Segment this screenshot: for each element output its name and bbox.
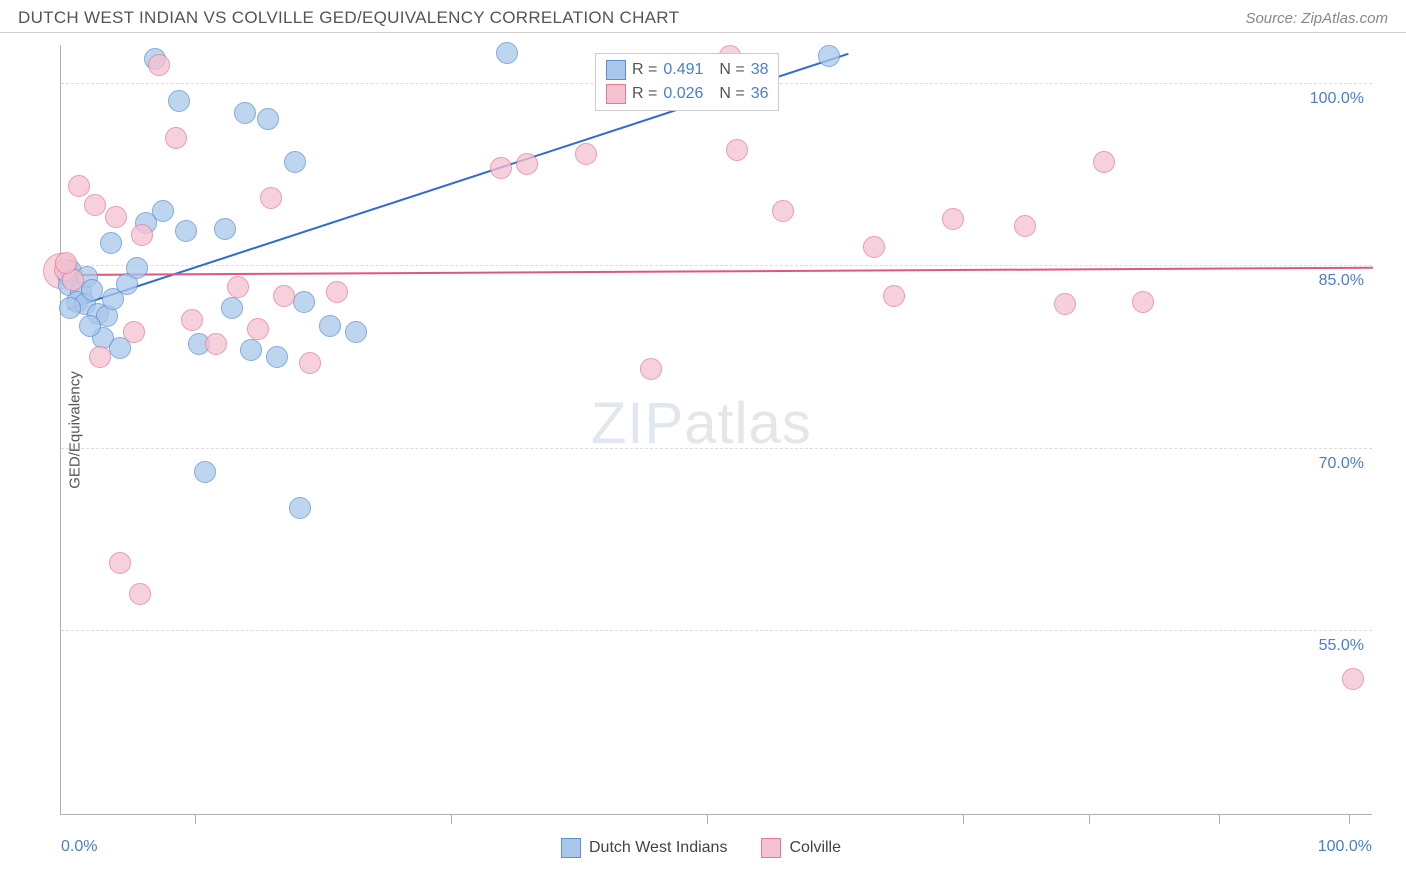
legend-swatch bbox=[761, 838, 781, 858]
scatter-point bbox=[942, 208, 964, 230]
scatter-point bbox=[105, 206, 127, 228]
scatter-point bbox=[266, 346, 288, 368]
watermark-zip: ZIP bbox=[591, 391, 684, 456]
scatter-point bbox=[772, 200, 794, 222]
watermark-atlas: atlas bbox=[684, 391, 812, 456]
n-value: 38 bbox=[751, 61, 769, 79]
scatter-point bbox=[221, 297, 243, 319]
scatter-point bbox=[257, 108, 279, 130]
scatter-point bbox=[59, 297, 81, 319]
scatter-point bbox=[240, 339, 262, 361]
watermark: ZIPatlas bbox=[591, 390, 812, 457]
scatter-point bbox=[227, 276, 249, 298]
series-legend: Dutch West Indians Colville bbox=[561, 838, 841, 858]
y-tick-label: 55.0% bbox=[1319, 637, 1364, 655]
r-label: R = bbox=[632, 61, 657, 79]
scatter-point bbox=[181, 309, 203, 331]
series-legend-item: Dutch West Indians bbox=[561, 838, 727, 858]
x-tick bbox=[195, 814, 196, 824]
chart-source: Source: ZipAtlas.com bbox=[1245, 10, 1388, 27]
series-legend-item: Colville bbox=[761, 838, 841, 858]
y-tick-label: 85.0% bbox=[1319, 272, 1364, 290]
scatter-point bbox=[293, 291, 315, 313]
stats-legend-row: R = 0.026 N = 36 bbox=[606, 82, 768, 106]
scatter-plot: ZIPatlas 100.0%85.0%70.0%55.0%0.0%100.0%… bbox=[60, 45, 1372, 815]
scatter-point bbox=[289, 497, 311, 519]
scatter-point bbox=[148, 54, 170, 76]
scatter-point bbox=[84, 194, 106, 216]
scatter-point bbox=[247, 318, 269, 340]
scatter-point bbox=[575, 143, 597, 165]
x-tick-label-min: 0.0% bbox=[61, 838, 97, 856]
scatter-point bbox=[345, 321, 367, 343]
scatter-point bbox=[490, 157, 512, 179]
r-value: 0.491 bbox=[663, 61, 713, 79]
scatter-point bbox=[123, 321, 145, 343]
scatter-point bbox=[496, 42, 518, 64]
scatter-point bbox=[165, 127, 187, 149]
x-tick bbox=[1349, 814, 1350, 824]
gridline bbox=[61, 448, 1372, 449]
scatter-point bbox=[68, 175, 90, 197]
x-tick bbox=[963, 814, 964, 824]
scatter-point bbox=[260, 187, 282, 209]
scatter-point bbox=[234, 102, 256, 124]
scatter-point bbox=[55, 252, 77, 274]
scatter-point bbox=[129, 583, 151, 605]
legend-swatch bbox=[606, 84, 626, 104]
gridline bbox=[61, 630, 1372, 631]
scatter-point bbox=[1014, 215, 1036, 237]
scatter-point bbox=[319, 315, 341, 337]
x-tick bbox=[451, 814, 452, 824]
chart-title: DUTCH WEST INDIAN VS COLVILLE GED/EQUIVA… bbox=[18, 8, 679, 28]
x-tick-label-max: 100.0% bbox=[1318, 838, 1372, 856]
scatter-point bbox=[299, 352, 321, 374]
scatter-point bbox=[205, 333, 227, 355]
n-label: N = bbox=[719, 61, 744, 79]
legend-swatch bbox=[606, 60, 626, 80]
scatter-point bbox=[89, 346, 111, 368]
scatter-point bbox=[214, 218, 236, 240]
scatter-point bbox=[168, 90, 190, 112]
stats-legend: R = 0.491 N = 38 R = 0.026 N = 36 bbox=[595, 53, 779, 111]
scatter-point bbox=[883, 285, 905, 307]
x-tick bbox=[707, 814, 708, 824]
scatter-point bbox=[1054, 293, 1076, 315]
scatter-point bbox=[194, 461, 216, 483]
gridline bbox=[61, 265, 1372, 266]
scatter-point bbox=[131, 224, 153, 246]
scatter-point bbox=[100, 232, 122, 254]
scatter-point bbox=[175, 220, 197, 242]
x-tick bbox=[1089, 814, 1090, 824]
series-legend-label: Colville bbox=[789, 839, 841, 857]
scatter-point bbox=[79, 315, 101, 337]
scatter-point bbox=[1132, 291, 1154, 313]
legend-swatch bbox=[561, 838, 581, 858]
scatter-point bbox=[818, 45, 840, 67]
x-tick bbox=[1219, 814, 1220, 824]
chart-area: GED/Equivalency ZIPatlas 100.0%85.0%70.0… bbox=[60, 45, 1388, 815]
scatter-point bbox=[726, 139, 748, 161]
chart-header: DUTCH WEST INDIAN VS COLVILLE GED/EQUIVA… bbox=[0, 0, 1406, 33]
scatter-point bbox=[126, 257, 148, 279]
scatter-point bbox=[81, 279, 103, 301]
scatter-point bbox=[516, 153, 538, 175]
stats-legend-row: R = 0.491 N = 38 bbox=[606, 58, 768, 82]
n-value: 36 bbox=[751, 85, 769, 103]
scatter-point bbox=[326, 281, 348, 303]
r-value: 0.026 bbox=[663, 85, 713, 103]
scatter-point bbox=[1342, 668, 1364, 690]
scatter-point bbox=[640, 358, 662, 380]
y-tick-label: 100.0% bbox=[1310, 90, 1364, 108]
series-legend-label: Dutch West Indians bbox=[589, 839, 727, 857]
scatter-point bbox=[1093, 151, 1115, 173]
trend-line bbox=[61, 267, 1373, 276]
scatter-point bbox=[273, 285, 295, 307]
y-tick-label: 70.0% bbox=[1319, 455, 1364, 473]
scatter-point bbox=[284, 151, 306, 173]
r-label: R = bbox=[632, 85, 657, 103]
scatter-point bbox=[109, 552, 131, 574]
scatter-point bbox=[863, 236, 885, 258]
n-label: N = bbox=[719, 85, 744, 103]
